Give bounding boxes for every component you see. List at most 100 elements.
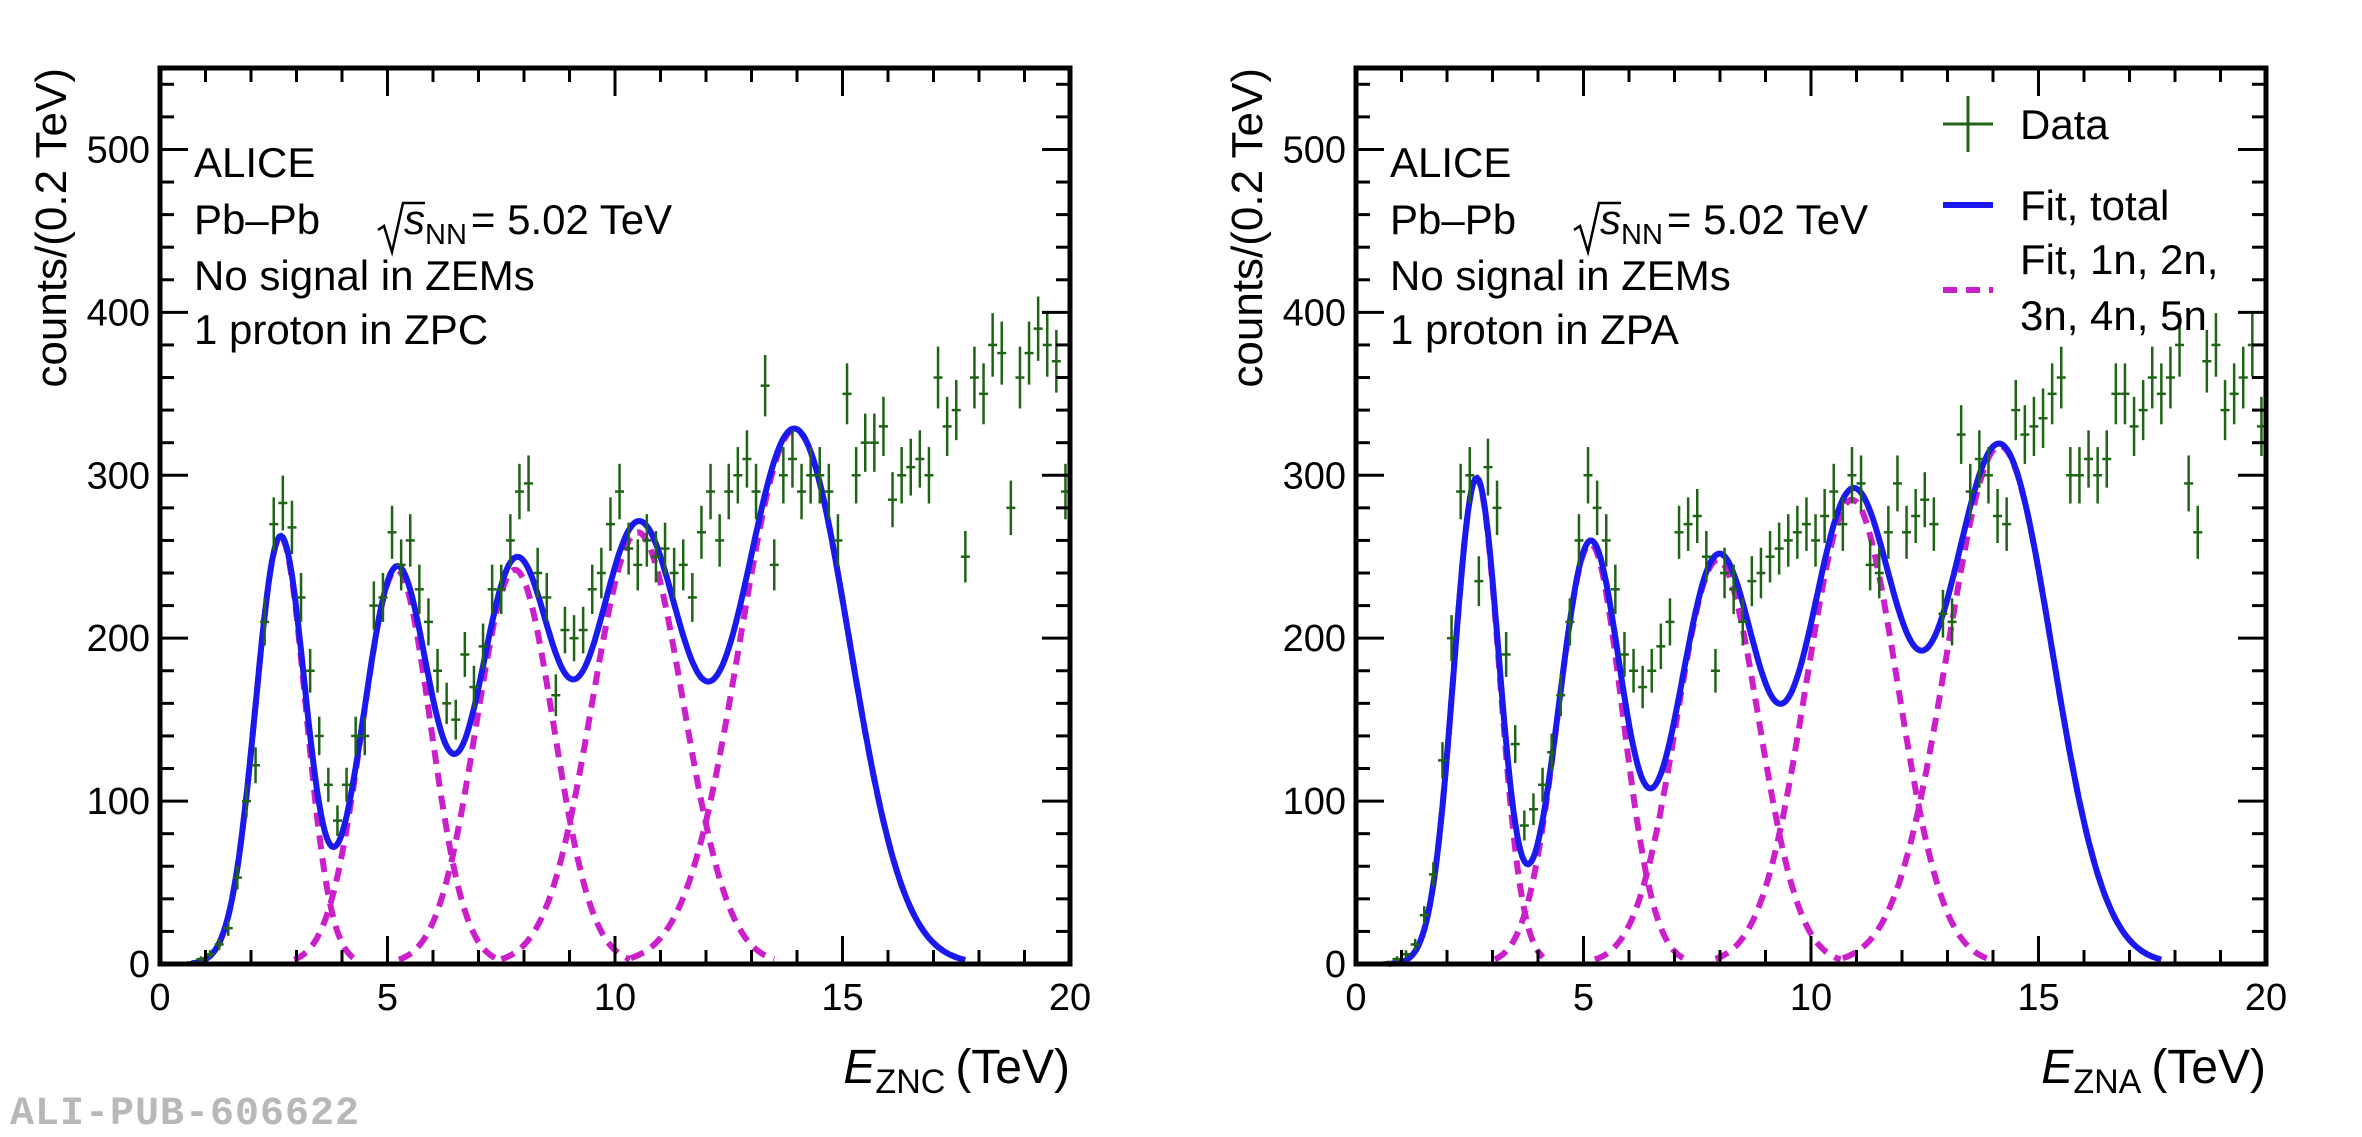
proton-label: 1 proton in ZPC (194, 306, 488, 353)
data-point (442, 682, 452, 724)
y-tick-label: 0 (1325, 944, 1346, 986)
data-point (1519, 810, 1529, 841)
data-point (1015, 346, 1025, 409)
data-point (414, 564, 424, 615)
data-point (1738, 598, 1748, 646)
data-point (2211, 313, 2221, 377)
data-point (487, 564, 497, 615)
sqrt-sign (377, 201, 425, 257)
left-axis-ticks (158, 68, 1072, 966)
data-point (1583, 447, 1593, 504)
data-point (651, 530, 661, 583)
x-tick-label: 15 (821, 977, 863, 1019)
data-point (2165, 346, 2175, 409)
data-point (1765, 530, 1775, 583)
right-panel: 0 5 10 15 20 0 100 200 300 400 500 count… (1223, 65, 2287, 1101)
data-point (1692, 488, 1702, 544)
x-tick-label: 5 (377, 977, 398, 1019)
data-point (1392, 956, 1402, 962)
data-point (906, 438, 916, 496)
data-point (2229, 363, 2239, 425)
data-point (1983, 447, 1993, 504)
data-point (451, 699, 461, 740)
data-point (596, 547, 606, 599)
data-point (269, 497, 279, 551)
y-tick-label: 100 (87, 781, 150, 823)
data-point (2156, 363, 2166, 425)
x-tick-label: 5 (1573, 977, 1594, 1019)
right-x-axis-label: EZNA (TeV) (2041, 1041, 2266, 1101)
data-point (1601, 514, 1611, 567)
data-point (1720, 547, 1730, 599)
data-point (1619, 632, 1629, 677)
data-point (405, 514, 415, 567)
data-point (1783, 514, 1793, 567)
data-point (1993, 488, 2003, 544)
data-point (1947, 598, 1957, 646)
energy-label: sNN= 5.02 TeV (1600, 196, 1868, 251)
data-point (2065, 447, 2075, 504)
data-point (1856, 455, 1866, 512)
data-point (2220, 380, 2230, 441)
data-point (1792, 505, 1802, 559)
y-tick-label: 400 (1283, 292, 1346, 334)
data-point (624, 522, 634, 575)
data-point (1710, 648, 1720, 693)
data-point (1447, 615, 1457, 662)
data-point (2011, 380, 2021, 441)
data-point (1492, 480, 1502, 536)
y-tick-label: 300 (1283, 455, 1346, 497)
data-point (806, 447, 816, 504)
x-tick-label: 0 (1345, 977, 1366, 1019)
data-point (979, 363, 989, 425)
data-point (2102, 430, 2112, 488)
data-point (342, 767, 352, 802)
x-tick-label: 15 (2017, 977, 2059, 1019)
y-tick-label: 200 (87, 618, 150, 660)
data-point (496, 564, 506, 615)
data-point (1811, 514, 1821, 567)
data-point (897, 447, 907, 504)
right-data-points (1374, 313, 2266, 966)
data-point (1956, 405, 1966, 464)
data-point (642, 514, 652, 567)
data-point (542, 573, 552, 622)
data-point (423, 598, 433, 646)
data-point (2056, 346, 2066, 409)
x-tick-label: 20 (2245, 977, 2287, 1019)
data-point (769, 539, 779, 591)
data-point (997, 321, 1007, 385)
data-point (1902, 505, 1912, 559)
data-point (1528, 793, 1538, 826)
data-point (578, 606, 588, 654)
data-point (1556, 674, 1566, 717)
data-point (2038, 388, 2048, 449)
y-tick-label: 500 (1283, 129, 1346, 171)
experiment-label: ALICE (194, 139, 315, 186)
data-point (1647, 648, 1657, 693)
left-x-axis-label: EZNC (TeV) (843, 1041, 1070, 1101)
data-point (2002, 497, 2012, 551)
data-point (1006, 480, 1016, 536)
data-point (1501, 632, 1511, 677)
data-point (332, 805, 342, 836)
data-point (2175, 313, 2185, 377)
fit-component-curve (1841, 442, 2157, 962)
data-point (1883, 505, 1893, 559)
left-y-axis-label: counts/(0.2 TeV) (27, 68, 76, 388)
right-x-tick-labels: 0 5 10 15 20 (1345, 977, 2287, 1019)
data-point (232, 865, 242, 890)
data-point (842, 363, 852, 425)
y-tick-label: 400 (87, 292, 150, 334)
data-point (1674, 505, 1684, 559)
data-point (1033, 296, 1043, 361)
data-point (815, 447, 825, 504)
data-point (251, 747, 261, 784)
data-point (724, 463, 734, 520)
data-point (2074, 447, 2084, 504)
fit-component-curve (1714, 496, 1990, 962)
right-y-axis-label: counts/(0.2 TeV) (1223, 68, 1272, 388)
data-point (323, 767, 333, 802)
fit-component-curve (293, 566, 500, 963)
data-point (2111, 363, 2121, 425)
